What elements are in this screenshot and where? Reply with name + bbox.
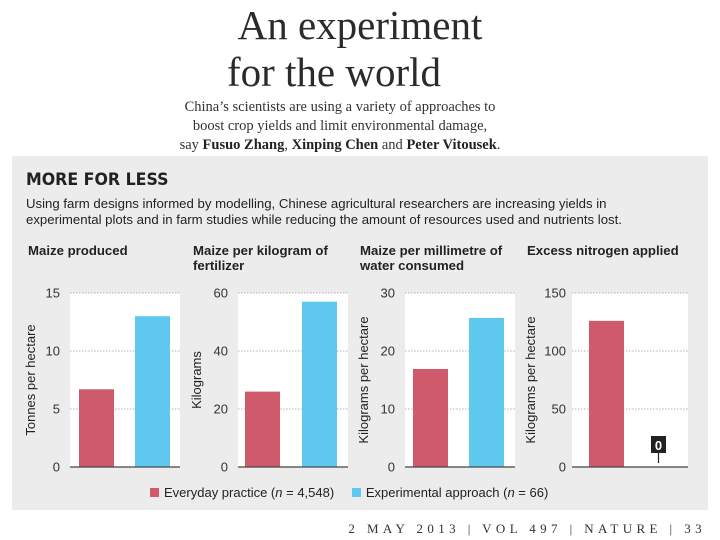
- y-tick-label: 5: [53, 402, 60, 417]
- panel-description-line: experimental plots and in farm studies w…: [26, 212, 622, 227]
- legend-swatch-everyday: [150, 488, 159, 497]
- standfirst-line-2: boost crop yields and limit environmenta…: [192, 118, 488, 134]
- y-tick-label: 0: [559, 460, 566, 475]
- bar-everyday-practice: [79, 389, 114, 467]
- y-tick-label: 150: [544, 286, 566, 301]
- panel-description-line: Using farm designs informed by modelling…: [26, 196, 607, 211]
- panel-description: Using farm designs informed by modelling…: [26, 196, 698, 228]
- chart-title-line: water consumed: [360, 258, 465, 273]
- y-tick-label: 40: [214, 344, 228, 359]
- y-tick-label: 0: [53, 460, 60, 475]
- standfirst-say: say: [179, 137, 199, 153]
- y-tick-label: 0: [221, 460, 228, 475]
- y-axis-label: Kilograms per hectare: [356, 316, 371, 443]
- author-separator: ,: [284, 137, 288, 153]
- chart-title-line: Maize produced: [28, 243, 128, 258]
- y-axis-label: Tonnes per hectare: [23, 324, 38, 435]
- chart-title-line: Excess nitrogen applied: [527, 243, 679, 258]
- panel-title: MORE FOR LESS: [26, 170, 169, 190]
- headline-line-1: An experiment: [237, 2, 483, 48]
- y-tick-label: 20: [381, 344, 395, 359]
- legend-label: Everyday practice (: [164, 485, 276, 500]
- chart-title-maize-produced: Maize produced: [28, 243, 128, 258]
- legend-n: n: [507, 485, 515, 500]
- standfirst-end: .: [496, 137, 501, 153]
- bar-everyday-practice: [245, 391, 280, 467]
- legend-count: = 4,548): [282, 485, 335, 500]
- bar-everyday-practice: [413, 368, 448, 467]
- standfirst: China’s scientists are using a variety o…: [150, 98, 530, 155]
- y-tick-label: 20: [214, 402, 228, 417]
- chart-title-maize-per-water: Maize per millimetre of water consumed: [360, 243, 502, 273]
- bar-everyday-practice: [589, 320, 624, 467]
- y-tick-label: 30: [381, 286, 395, 301]
- chart-title-excess-nitrogen: Excess nitrogen applied: [527, 243, 679, 258]
- legend-n: n: [275, 485, 283, 500]
- author-name: Peter Vitousek: [406, 137, 497, 153]
- bar-experimental-approach: [469, 317, 504, 467]
- author-name: Fusuo Zhang: [202, 137, 285, 153]
- y-axis-label: Kilograms: [189, 351, 204, 409]
- bar-experimental-approach: [135, 316, 170, 467]
- author-name: Xinping Chen: [291, 137, 379, 153]
- chart-title-line: fertilizer: [193, 258, 245, 273]
- bar-experimental-approach: [302, 301, 337, 467]
- annotation-box: [651, 436, 666, 453]
- chart-title-line: Maize per millimetre of: [360, 243, 503, 258]
- legend-swatch-experimental: [351, 488, 361, 497]
- y-tick-label: 10: [46, 344, 60, 359]
- article-headline: An experiment for the world: [0, 2, 720, 96]
- chart-legend: Everyday practice (n = 4,548) Experiment…: [150, 485, 562, 500]
- legend-label: Experimental approach (: [365, 485, 508, 500]
- standfirst-and: and: [381, 137, 403, 153]
- chart-title-line: Maize per kilogram of: [193, 243, 328, 258]
- legend-item-everyday: Everyday practice (n = 4,548): [150, 485, 334, 500]
- page-footer: 2 MAY 2013 | VOL 497 | NATURE | 33: [348, 521, 706, 536]
- y-axis-label: Kilograms per hectare: [523, 316, 538, 443]
- y-tick-label: 15: [46, 286, 60, 301]
- y-tick-label: 50: [552, 402, 566, 417]
- y-tick-label: 0: [388, 460, 395, 475]
- legend-count: = 66): [514, 485, 549, 500]
- legend-item-experimental: Experimental approach (n = 66): [351, 485, 549, 500]
- standfirst-line-1: China’s scientists are using a variety o…: [184, 99, 496, 115]
- y-tick-label: 100: [544, 344, 566, 359]
- y-tick-label: 60: [214, 286, 228, 301]
- headline-line-2: for the world: [226, 49, 442, 95]
- y-tick-label: 10: [381, 402, 395, 417]
- chart-title-maize-per-fertilizer: Maize per kilogram of fertilizer: [193, 243, 328, 273]
- annotation-zero-value: 0: [655, 438, 662, 453]
